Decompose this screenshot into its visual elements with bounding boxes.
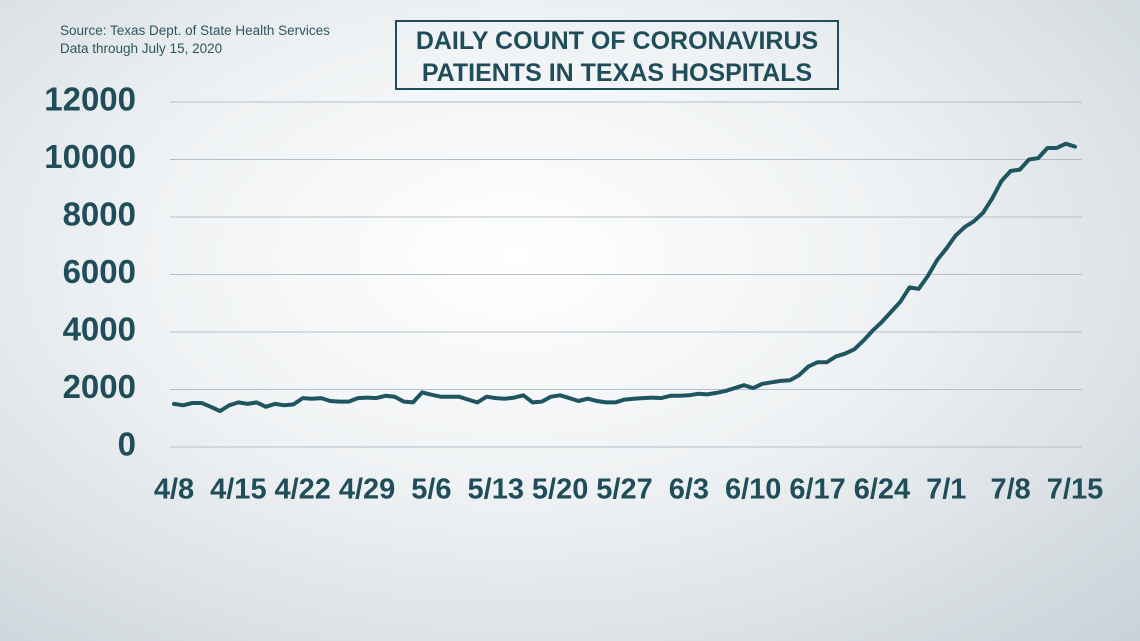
data-line — [172, 141, 1077, 414]
y-tick-label: 12000 — [44, 81, 136, 118]
y-tick-label: 2000 — [63, 368, 136, 405]
y-tick-label: 0 — [118, 426, 136, 463]
x-tick-label: 6/17 — [789, 474, 845, 506]
x-tick-label: 5/6 — [411, 474, 451, 506]
note: Data through July 15, 2020 — [60, 41, 223, 56]
x-tick-label: 7/15 — [1047, 474, 1103, 506]
y-tick-label: 10000 — [44, 138, 136, 175]
y-tick-label: 8000 — [63, 196, 136, 233]
source: Source: Texas Dept. of State Health Serv… — [60, 23, 330, 38]
chart-title: DAILY COUNT OF CORONAVIRUS PATIENTS IN T… — [395, 20, 839, 90]
x-tick-label: 6/3 — [669, 474, 709, 506]
x-tick-label: 4/8 — [154, 474, 194, 506]
x-tick-label: 6/24 — [854, 474, 910, 506]
x-tick-label: 7/8 — [990, 474, 1030, 506]
y-tick-label: 6000 — [63, 253, 136, 290]
x-tick-label: 7/1 — [926, 474, 966, 506]
x-tick-label: 4/22 — [274, 474, 330, 506]
x-tick-label: 6/10 — [725, 474, 781, 506]
y-tick-label: 4000 — [63, 311, 136, 348]
x-tick-label: 5/13 — [468, 474, 524, 506]
x-tick-label: 5/27 — [596, 474, 652, 506]
x-tick-label: 4/15 — [210, 474, 266, 506]
x-tick-label: 4/29 — [339, 474, 395, 506]
x-tick-label: 5/20 — [532, 474, 588, 506]
